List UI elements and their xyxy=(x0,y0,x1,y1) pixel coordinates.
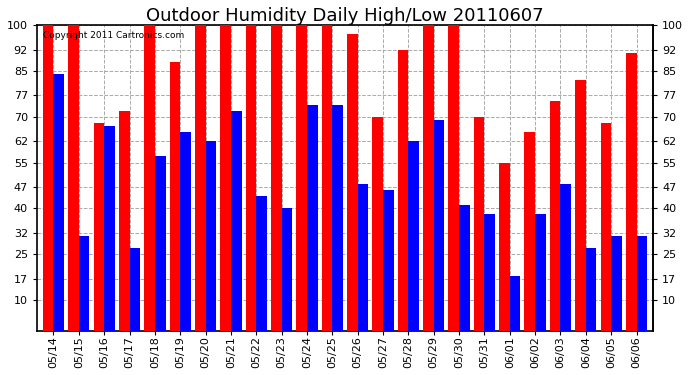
Bar xyxy=(484,214,495,330)
Bar xyxy=(637,236,647,330)
Bar xyxy=(535,214,546,330)
Bar xyxy=(408,141,419,330)
Bar xyxy=(524,132,535,330)
Bar xyxy=(611,236,622,330)
Bar xyxy=(383,190,394,330)
Bar xyxy=(397,50,408,330)
Bar xyxy=(144,25,155,330)
Bar xyxy=(322,25,333,330)
Bar xyxy=(170,62,180,330)
Bar xyxy=(79,236,90,330)
Bar xyxy=(53,74,64,330)
Bar xyxy=(474,117,484,330)
Bar xyxy=(104,126,115,330)
Bar xyxy=(180,132,191,330)
Bar xyxy=(195,25,206,330)
Bar xyxy=(459,205,470,330)
Bar xyxy=(575,80,586,330)
Bar xyxy=(373,117,383,330)
Bar xyxy=(307,105,317,330)
Bar xyxy=(499,162,510,330)
Bar xyxy=(510,276,520,330)
Bar xyxy=(246,25,256,330)
Bar xyxy=(423,25,434,330)
Bar xyxy=(220,25,231,330)
Bar xyxy=(282,209,293,330)
Bar xyxy=(333,105,343,330)
Bar xyxy=(550,102,560,330)
Bar xyxy=(296,25,307,330)
Bar xyxy=(434,120,444,330)
Bar xyxy=(448,25,459,330)
Title: Outdoor Humidity Daily High/Low 20110607: Outdoor Humidity Daily High/Low 20110607 xyxy=(146,7,544,25)
Bar xyxy=(94,123,104,330)
Bar xyxy=(600,123,611,330)
Bar xyxy=(586,248,596,330)
Bar xyxy=(68,25,79,330)
Bar xyxy=(347,34,357,330)
Bar xyxy=(155,156,166,330)
Bar xyxy=(271,25,282,330)
Bar xyxy=(130,248,140,330)
Bar xyxy=(626,53,637,330)
Bar xyxy=(256,196,267,330)
Bar xyxy=(43,25,53,330)
Bar xyxy=(119,111,130,330)
Bar xyxy=(560,184,571,330)
Bar xyxy=(357,184,368,330)
Bar xyxy=(231,111,241,330)
Text: Copyright 2011 Cartronics.com: Copyright 2011 Cartronics.com xyxy=(43,31,184,40)
Bar xyxy=(206,141,216,330)
